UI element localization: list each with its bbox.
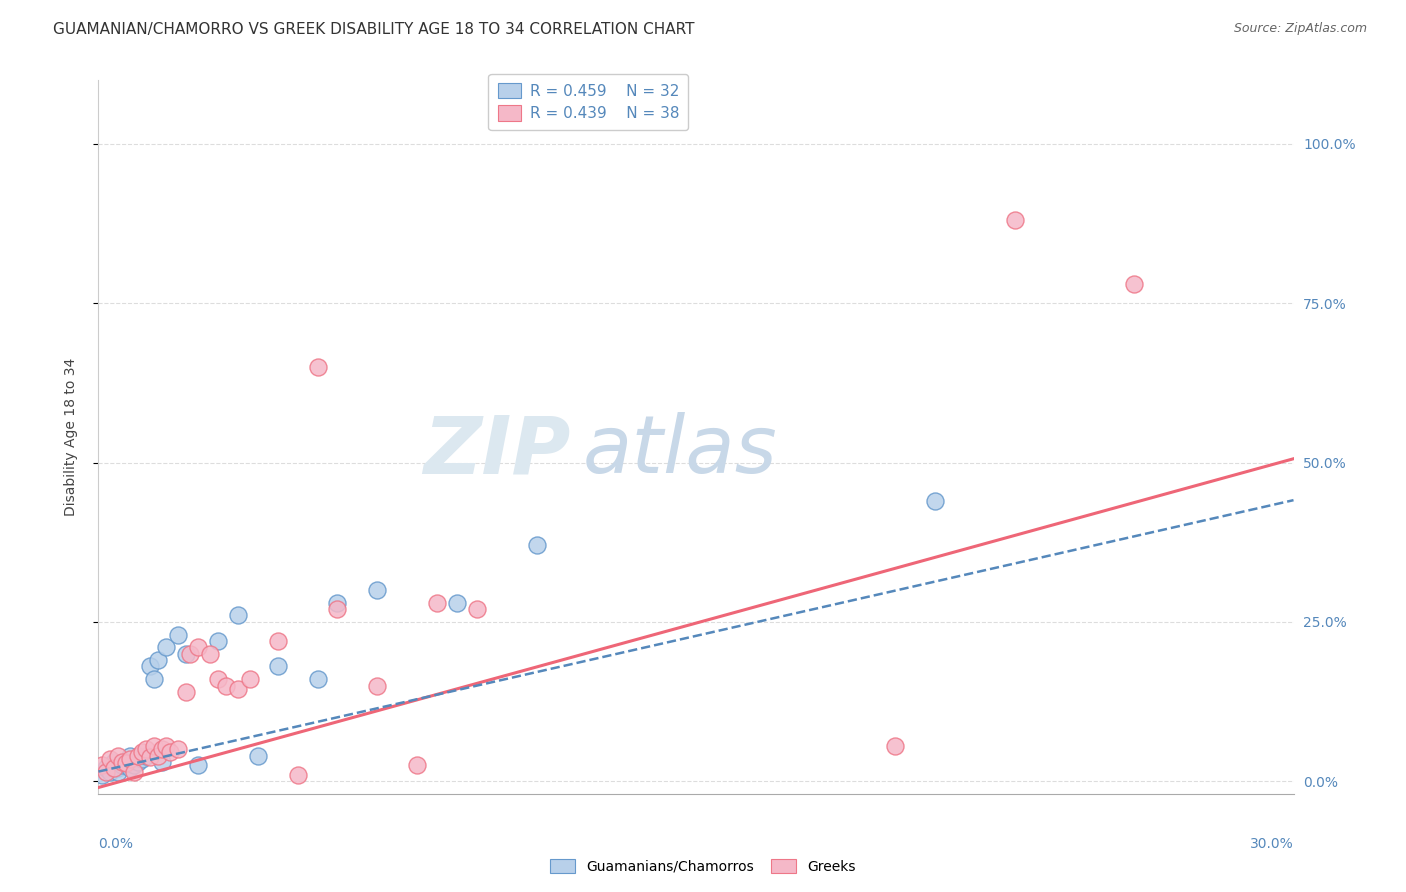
Point bbox=[307, 672, 329, 686]
Point bbox=[120, 761, 142, 775]
Point bbox=[179, 647, 201, 661]
Point bbox=[246, 748, 269, 763]
Point bbox=[207, 634, 229, 648]
Point bbox=[143, 672, 166, 686]
Text: ZIP: ZIP bbox=[423, 412, 571, 491]
Text: GUAMANIAN/CHAMORRO VS GREEK DISABILITY AGE 18 TO 34 CORRELATION CHART: GUAMANIAN/CHAMORRO VS GREEK DISABILITY A… bbox=[53, 22, 695, 37]
Point bbox=[107, 764, 129, 779]
Point bbox=[131, 746, 153, 760]
Point bbox=[226, 681, 249, 696]
Point bbox=[366, 679, 388, 693]
Point bbox=[111, 755, 134, 769]
Point bbox=[150, 755, 173, 769]
Point bbox=[139, 750, 162, 764]
Point bbox=[148, 653, 170, 667]
Text: Source: ZipAtlas.com: Source: ZipAtlas.com bbox=[1233, 22, 1367, 36]
Point bbox=[103, 755, 125, 769]
Point bbox=[155, 739, 177, 753]
Point bbox=[326, 602, 349, 616]
Point bbox=[155, 640, 177, 655]
Point bbox=[174, 685, 197, 699]
Point bbox=[465, 602, 488, 616]
Point bbox=[96, 764, 118, 779]
Point bbox=[120, 752, 142, 766]
Point bbox=[124, 758, 146, 772]
Point bbox=[198, 647, 221, 661]
Point bbox=[103, 761, 125, 775]
Point bbox=[115, 756, 138, 771]
Legend: R = 0.459    N = 32, R = 0.439    N = 38: R = 0.459 N = 32, R = 0.439 N = 38 bbox=[488, 74, 689, 130]
Point bbox=[150, 742, 173, 756]
Point bbox=[98, 752, 122, 766]
Point bbox=[167, 742, 190, 756]
Point bbox=[159, 746, 181, 760]
Point bbox=[120, 748, 142, 763]
Point bbox=[924, 493, 946, 508]
Point bbox=[135, 748, 157, 763]
Point bbox=[267, 659, 290, 673]
Point bbox=[446, 596, 468, 610]
Point bbox=[139, 659, 162, 673]
Point bbox=[426, 596, 449, 610]
Point bbox=[91, 768, 114, 782]
Point bbox=[366, 582, 388, 597]
Point bbox=[187, 640, 209, 655]
Point bbox=[111, 758, 134, 772]
Point bbox=[406, 758, 429, 772]
Point bbox=[127, 748, 149, 763]
Point bbox=[107, 748, 129, 763]
Point bbox=[239, 672, 262, 686]
Point bbox=[131, 752, 153, 766]
Point bbox=[226, 608, 249, 623]
Point bbox=[215, 679, 238, 693]
Point bbox=[98, 764, 122, 779]
Text: atlas: atlas bbox=[582, 412, 778, 491]
Point bbox=[207, 672, 229, 686]
Y-axis label: Disability Age 18 to 34: Disability Age 18 to 34 bbox=[63, 358, 77, 516]
Point bbox=[135, 742, 157, 756]
Text: 0.0%: 0.0% bbox=[98, 837, 134, 851]
Point bbox=[167, 627, 190, 641]
Legend: Guamanians/Chamorros, Greeks: Guamanians/Chamorros, Greeks bbox=[544, 852, 862, 880]
Point bbox=[148, 748, 170, 763]
Point bbox=[884, 739, 907, 753]
Point bbox=[174, 647, 197, 661]
Point bbox=[127, 755, 149, 769]
Point bbox=[124, 764, 146, 779]
Point bbox=[115, 755, 138, 769]
Point bbox=[143, 739, 166, 753]
Point bbox=[91, 758, 114, 772]
Point bbox=[107, 761, 129, 775]
Point bbox=[267, 634, 290, 648]
Point bbox=[187, 758, 209, 772]
Point bbox=[526, 538, 548, 552]
Point bbox=[287, 768, 309, 782]
Point bbox=[1004, 213, 1026, 227]
Point bbox=[307, 359, 329, 374]
Point bbox=[326, 596, 349, 610]
Point bbox=[96, 761, 118, 775]
Text: 30.0%: 30.0% bbox=[1250, 837, 1294, 851]
Point bbox=[1123, 277, 1146, 292]
